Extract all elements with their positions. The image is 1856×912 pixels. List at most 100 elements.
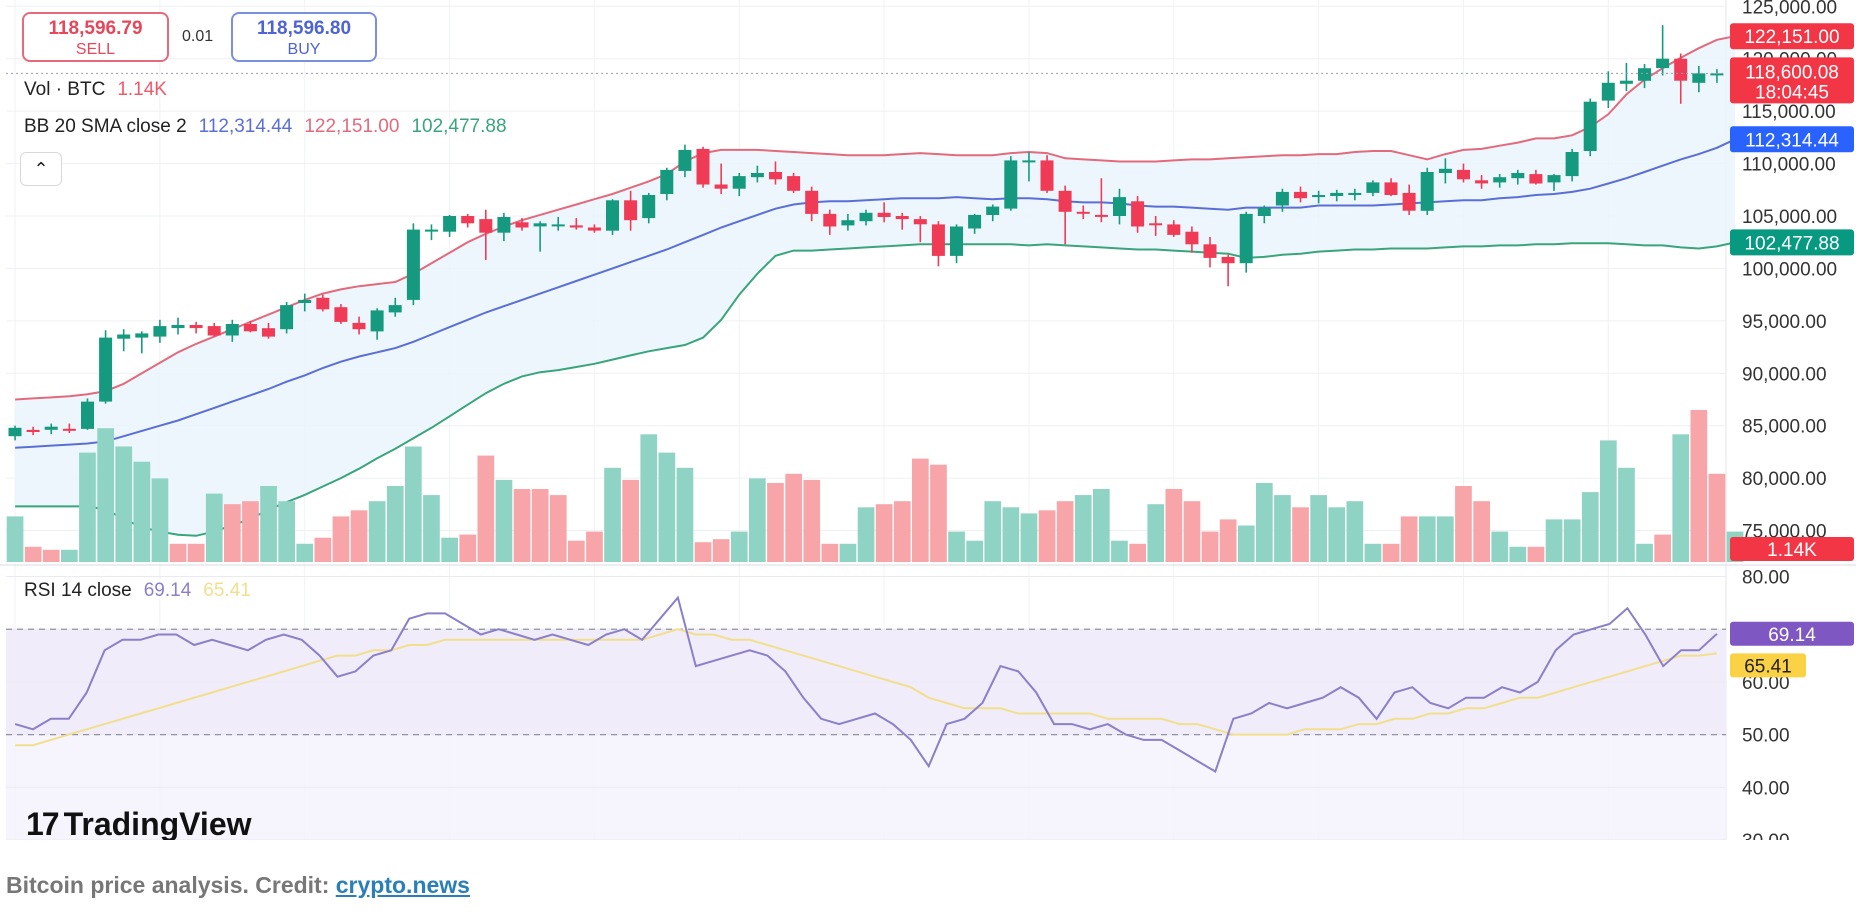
volume-bar: [368, 501, 386, 562]
candle-body: [1185, 231, 1199, 245]
volume-bar: [386, 486, 404, 562]
candle-body: [99, 337, 113, 402]
volume-bar: [1201, 531, 1219, 562]
volume-bar: [839, 543, 857, 562]
volume-bar: [1093, 489, 1110, 562]
upper-band-tag: 122,151.00: [1744, 27, 1839, 48]
volume-bar: [531, 489, 549, 562]
candle-body: [769, 172, 782, 180]
volume-bar: [1165, 489, 1183, 562]
volume-bar: [749, 478, 766, 562]
price-tick-label: 100,000.00: [1742, 259, 1837, 280]
rsi-ma-tag-bg: [1730, 653, 1806, 678]
volume-bar: [459, 534, 477, 562]
volume-bar: [1256, 483, 1273, 562]
tradingview-logo-icon: 17: [26, 806, 60, 840]
volume-bar: [296, 543, 314, 562]
volume-bar: [224, 504, 241, 562]
candle-body: [968, 214, 982, 229]
sell-button[interactable]: 118,596.79 SELL: [22, 12, 169, 62]
candle-body: [1004, 160, 1018, 209]
candle-body: [1113, 197, 1126, 216]
volume-bar: [42, 549, 60, 562]
volume-legend-label: Vol · BTC: [24, 79, 106, 100]
volume-bar: [821, 543, 839, 562]
last-price-tag: 118,600.08: [1745, 62, 1839, 83]
candle-body: [316, 297, 330, 310]
volume-bar: [1292, 507, 1309, 562]
volume-bar: [495, 479, 513, 562]
volume-legend[interactable]: Vol · BTC 1.14K: [24, 79, 179, 101]
volume-bar: [24, 546, 42, 562]
candle-body: [1203, 244, 1217, 258]
chart-frame: 75,000.00 80,000.00 85,000.00 90,000.00 95,0…: [0, 0, 1856, 840]
candle-body: [1674, 58, 1688, 81]
volume-bar: [205, 493, 223, 562]
volume-bar: [658, 452, 676, 562]
collapse-legend-button[interactable]: ⌃: [20, 152, 62, 186]
volume-bar: [966, 540, 983, 562]
candle-body: [750, 173, 764, 178]
volume-bar: [242, 501, 259, 562]
volume-bar: [1328, 507, 1346, 562]
rsi-ma-line: [15, 628, 1718, 747]
bb-lower-line: [15, 241, 1736, 537]
volume-bar: [1002, 507, 1020, 562]
volume-bar: [260, 486, 277, 562]
volume-bar: [1074, 495, 1092, 562]
volume-bar: [857, 507, 875, 562]
candle-body: [26, 429, 40, 432]
buy-label: BUY: [287, 41, 321, 58]
candle-body: [1402, 192, 1416, 211]
volume-bar: [1147, 504, 1165, 562]
candle-body: [1058, 190, 1072, 212]
bb-fill: [15, 36, 1736, 536]
candle-body: [714, 184, 728, 189]
volume-bar: [1310, 495, 1327, 562]
candle-body: [877, 212, 891, 217]
volume-bar: [1491, 531, 1509, 562]
candle-body: [841, 220, 855, 226]
volume-bar: [423, 495, 440, 562]
volume-bar: [314, 537, 332, 562]
candle-body: [1601, 82, 1615, 101]
rsi-tick-label: 50.00: [1742, 726, 1790, 747]
volume-bar: [622, 479, 639, 562]
candle-body: [1511, 173, 1525, 179]
volume-bar: [513, 489, 531, 562]
candle-body: [352, 322, 366, 330]
volume-tag-bg: [1730, 537, 1854, 561]
volume-bar: [604, 467, 621, 562]
candle-body: [913, 219, 927, 225]
bb-legend-lower: 102,477.88: [411, 116, 507, 137]
caption-link[interactable]: crypto.news: [335, 872, 470, 898]
bb-legend[interactable]: BB 20 SMA close 2 112,314.44 122,151.00 102…: [24, 116, 519, 138]
candle-body: [1438, 168, 1452, 173]
price-tick-label: 105,000.00: [1742, 207, 1837, 228]
rsi-legend[interactable]: RSI 14 close 69.14 65.41: [24, 580, 263, 602]
rsi-legend-value: 69.14: [143, 580, 192, 601]
volume-bar: [477, 455, 495, 562]
candle-body: [587, 227, 601, 231]
candle-body: [859, 212, 873, 222]
volume-bar: [6, 516, 24, 562]
candle-body: [171, 325, 185, 329]
volume-bar: [1690, 410, 1708, 562]
rsi-line: [14, 595, 1718, 773]
volume-bar: [405, 446, 422, 562]
volume-bar: [1219, 519, 1237, 562]
candle-body: [479, 219, 493, 233]
candle-body: [497, 217, 511, 233]
volume-bar: [568, 540, 585, 562]
candle-body: [696, 148, 710, 185]
candle-body: [787, 176, 801, 191]
price-tick-label: 95,000.00: [1742, 312, 1827, 333]
buy-price: 118,596.80: [256, 18, 352, 39]
rsi-ma-tag: 65.41: [1744, 656, 1792, 677]
buy-button[interactable]: 118,596.80 BUY: [231, 12, 377, 62]
candle-body: [1022, 160, 1036, 163]
caption-text: Bitcoin price analysis. Credit:: [6, 872, 336, 898]
volume-bar: [1509, 546, 1527, 562]
candle-body: [1638, 68, 1651, 81]
candle-body: [642, 195, 656, 219]
